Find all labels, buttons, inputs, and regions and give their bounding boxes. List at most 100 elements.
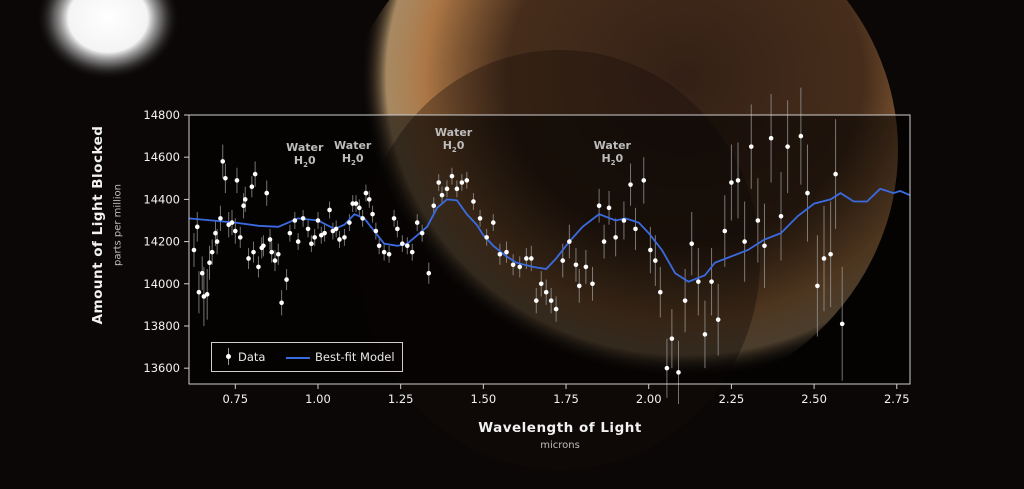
data-point <box>459 180 465 185</box>
data-point <box>242 197 248 202</box>
data-point <box>292 218 298 223</box>
x-tick-label: 2.50 <box>801 392 827 406</box>
data-point <box>312 235 317 240</box>
data-point <box>194 224 200 230</box>
data-point <box>431 203 437 209</box>
data-point <box>613 235 618 240</box>
data-point <box>269 249 274 255</box>
x-tick-label: 1.25 <box>388 392 414 406</box>
data-point <box>223 175 228 181</box>
data-point <box>538 281 544 287</box>
data-point <box>735 178 741 183</box>
data-point <box>305 226 311 232</box>
data-point <box>702 332 708 337</box>
data-point <box>342 235 347 240</box>
x-tick-label: 1.50 <box>471 392 497 406</box>
data-point <box>275 251 281 257</box>
data-point <box>709 279 714 284</box>
data-point <box>510 262 516 268</box>
data-point <box>590 281 595 287</box>
x-axis-title: Wavelength of Light <box>478 420 642 436</box>
y-tick-label: 14800 <box>143 108 180 122</box>
data-point <box>815 283 820 289</box>
data-point <box>669 336 675 341</box>
y-axis-title-text: Amount of Light Blocked <box>90 125 106 325</box>
data-point <box>471 199 476 204</box>
data-point <box>715 317 721 322</box>
data-point <box>404 243 410 249</box>
data-point <box>682 298 688 303</box>
legend-label-data: Data <box>238 350 266 364</box>
data-point <box>241 203 246 209</box>
data-point <box>742 239 747 244</box>
data-point <box>722 228 728 234</box>
data-point <box>755 218 761 223</box>
data-point <box>360 216 365 221</box>
data-point <box>333 226 339 232</box>
x-tick-label: 0.75 <box>222 392 248 406</box>
data-point <box>477 216 483 221</box>
water-annotation: Water H20 <box>323 139 383 170</box>
water-annotation: Water H20 <box>582 139 642 170</box>
data-point <box>363 190 369 196</box>
data-point <box>490 220 496 225</box>
y-axis-units-text: parts per million <box>112 184 124 266</box>
data-point <box>497 251 503 257</box>
data-point <box>218 216 223 221</box>
data-point <box>436 180 442 185</box>
data-point <box>357 205 362 211</box>
data-point <box>676 370 681 375</box>
plot-area <box>189 115 910 384</box>
data-point <box>628 182 633 187</box>
data-point <box>778 213 784 219</box>
data-point <box>315 218 321 223</box>
data-point <box>664 365 670 371</box>
x-tick-label: 1.00 <box>305 392 331 406</box>
data-point <box>201 294 207 299</box>
data-point <box>828 251 833 257</box>
data-point <box>596 203 602 209</box>
data-point <box>606 205 612 211</box>
data-point <box>400 241 405 246</box>
data-point <box>256 264 261 270</box>
water-annotation: Water H20 <box>275 141 335 172</box>
data-point <box>272 258 278 263</box>
data-point <box>284 277 289 282</box>
data-point <box>729 180 734 185</box>
data-point <box>798 133 804 139</box>
data-point <box>309 241 314 246</box>
x-tick-label: 2.75 <box>884 392 910 406</box>
data-point <box>381 249 387 255</box>
data-point <box>267 237 273 242</box>
data-point <box>785 144 790 149</box>
legend: Data Best-fit Model <box>211 342 403 372</box>
y-tick-label: 13600 <box>143 361 180 375</box>
water-annotation-label: Water <box>286 140 324 154</box>
data-point <box>386 251 392 257</box>
water-annotation-label: Water <box>334 138 372 152</box>
data-point <box>464 178 470 183</box>
data-point <box>696 279 701 284</box>
data-point <box>196 289 202 295</box>
data-point <box>657 289 663 295</box>
data-point <box>444 186 450 192</box>
data-point <box>350 201 356 206</box>
data-point <box>337 237 342 242</box>
data-point <box>191 247 197 253</box>
data-point <box>353 201 359 206</box>
plot-frame <box>188 114 911 385</box>
best-fit-model-line <box>188 187 911 283</box>
data-point <box>322 230 327 236</box>
data-point <box>213 230 218 236</box>
data-point <box>409 249 415 255</box>
data-point <box>246 256 251 261</box>
data-point <box>621 218 627 223</box>
data-point <box>233 228 238 234</box>
data-point <box>576 283 582 289</box>
y-tick-label: 13800 <box>143 319 180 333</box>
y-tick-label: 14600 <box>143 150 180 164</box>
data-point <box>237 235 243 240</box>
water-annotation-label: Water <box>434 125 473 139</box>
data-point <box>529 256 534 261</box>
